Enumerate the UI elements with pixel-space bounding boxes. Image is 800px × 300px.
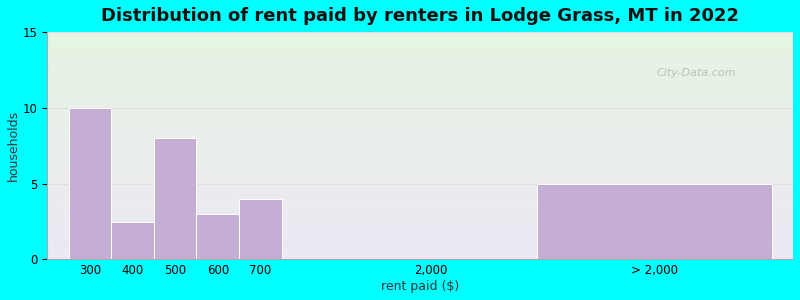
Bar	[197, 214, 239, 260]
Bar	[111, 221, 154, 260]
Bar	[538, 184, 772, 260]
Text: City-Data.com: City-Data.com	[656, 68, 736, 78]
X-axis label: rent paid ($): rent paid ($)	[381, 280, 459, 293]
Bar	[239, 199, 282, 260]
Title: Distribution of rent paid by renters in Lodge Grass, MT in 2022: Distribution of rent paid by renters in …	[101, 7, 739, 25]
Bar	[69, 108, 111, 260]
Bar	[154, 138, 197, 260]
Y-axis label: households: households	[7, 110, 20, 181]
